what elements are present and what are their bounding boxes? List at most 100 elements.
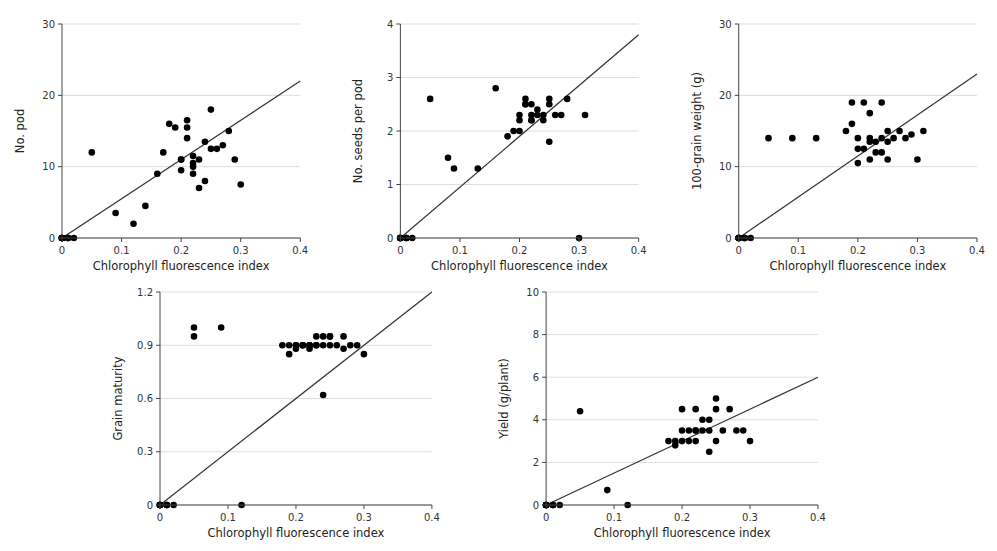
point <box>872 149 879 156</box>
point <box>190 163 197 170</box>
regression-line <box>739 74 977 238</box>
point <box>202 138 209 145</box>
point <box>154 171 161 178</box>
y-tick <box>735 166 739 167</box>
point <box>713 438 720 445</box>
point <box>347 342 354 349</box>
point <box>286 351 293 358</box>
x-tick-label: 0.3 <box>233 245 249 256</box>
x-tick-label: 0 <box>157 512 163 523</box>
point <box>445 154 452 161</box>
grid-line <box>62 24 300 25</box>
x-tick-label: 0.4 <box>969 245 985 256</box>
point <box>726 406 733 413</box>
plot-area <box>59 81 301 241</box>
point <box>196 156 203 163</box>
grid-line <box>546 334 818 335</box>
y-tick-label: 30 <box>719 19 732 30</box>
x-tick-label: 0.1 <box>790 245 806 256</box>
point <box>534 106 541 113</box>
point <box>361 351 368 358</box>
x-tick <box>62 238 63 242</box>
y-tick-label: 0 <box>147 500 153 511</box>
y-axis-line <box>738 24 739 238</box>
grid-line <box>739 24 977 25</box>
point <box>510 128 517 135</box>
grid-line <box>546 462 818 463</box>
grid-line <box>400 184 638 185</box>
point <box>706 427 713 434</box>
y-tick-label: 0 <box>725 233 731 244</box>
x-tick-label: 0.2 <box>512 245 528 256</box>
y-tick <box>396 24 400 25</box>
point <box>142 203 149 210</box>
point <box>231 156 238 163</box>
point <box>540 117 547 124</box>
point <box>849 121 856 128</box>
point <box>866 156 873 163</box>
y-tick <box>156 292 160 293</box>
x-tick <box>519 238 520 242</box>
y-tick-label: 0.3 <box>137 446 153 457</box>
point <box>884 128 891 135</box>
y-tick <box>542 377 546 378</box>
x-tick <box>917 238 918 242</box>
x-tick <box>750 505 751 509</box>
x-tick-label: 0 <box>59 245 65 256</box>
point <box>665 438 672 445</box>
point <box>354 342 361 349</box>
x-tick <box>181 238 182 242</box>
plot-area <box>397 35 639 242</box>
point <box>320 342 327 349</box>
point <box>237 181 244 188</box>
point <box>552 112 559 119</box>
y-axis-label: Grain maturity <box>111 356 125 440</box>
point <box>692 406 699 413</box>
point <box>679 438 686 445</box>
x-tick <box>818 505 819 509</box>
x-tick-label: 0.3 <box>571 245 587 256</box>
y-tick-label: 1.2 <box>137 287 153 298</box>
point <box>902 135 909 142</box>
y-tick <box>542 334 546 335</box>
y-tick-label: 10 <box>526 287 539 298</box>
y-axis-label: No. pod <box>13 109 27 153</box>
point <box>861 99 868 106</box>
x-tick-label: 0 <box>736 245 742 256</box>
x-axis-label: Chlorophyll fluorescence index <box>594 526 771 540</box>
x-tick-label: 0.1 <box>452 245 468 256</box>
point <box>747 438 754 445</box>
point <box>872 138 879 145</box>
point <box>191 324 198 331</box>
y-axis-label: 100-grain weight (g) <box>690 72 704 190</box>
point <box>279 342 286 349</box>
y-axis-label: No. seeds per pod <box>351 79 365 183</box>
point <box>492 85 499 92</box>
point <box>504 133 511 140</box>
point <box>451 165 458 172</box>
y-tick-label: 6 <box>533 372 539 383</box>
x-tick <box>240 238 241 242</box>
x-tick-label: 0.2 <box>173 245 189 256</box>
x-axis-label: Chlorophyll fluorescence index <box>208 526 385 540</box>
point <box>843 128 850 135</box>
point <box>713 395 720 402</box>
y-tick <box>396 238 400 239</box>
point <box>884 138 891 145</box>
y-tick-label: 10 <box>42 161 55 172</box>
y-tick <box>735 238 739 239</box>
point <box>214 146 221 153</box>
y-tick <box>58 24 62 25</box>
point <box>516 128 523 135</box>
grid-line <box>400 77 638 78</box>
y-tick-label: 4 <box>387 19 393 30</box>
point <box>313 333 320 340</box>
panel: 00.10.20.30.40102030Chlorophyll fluoresc… <box>690 19 985 274</box>
x-tick <box>300 238 301 242</box>
point <box>299 342 306 349</box>
point <box>558 112 565 119</box>
y-axis-line <box>62 24 63 238</box>
x-axis-label: Chlorophyll fluorescence index <box>431 259 608 273</box>
point <box>286 342 293 349</box>
panel: 00.10.20.30.40102030Chlorophyll fluoresc… <box>13 19 308 274</box>
